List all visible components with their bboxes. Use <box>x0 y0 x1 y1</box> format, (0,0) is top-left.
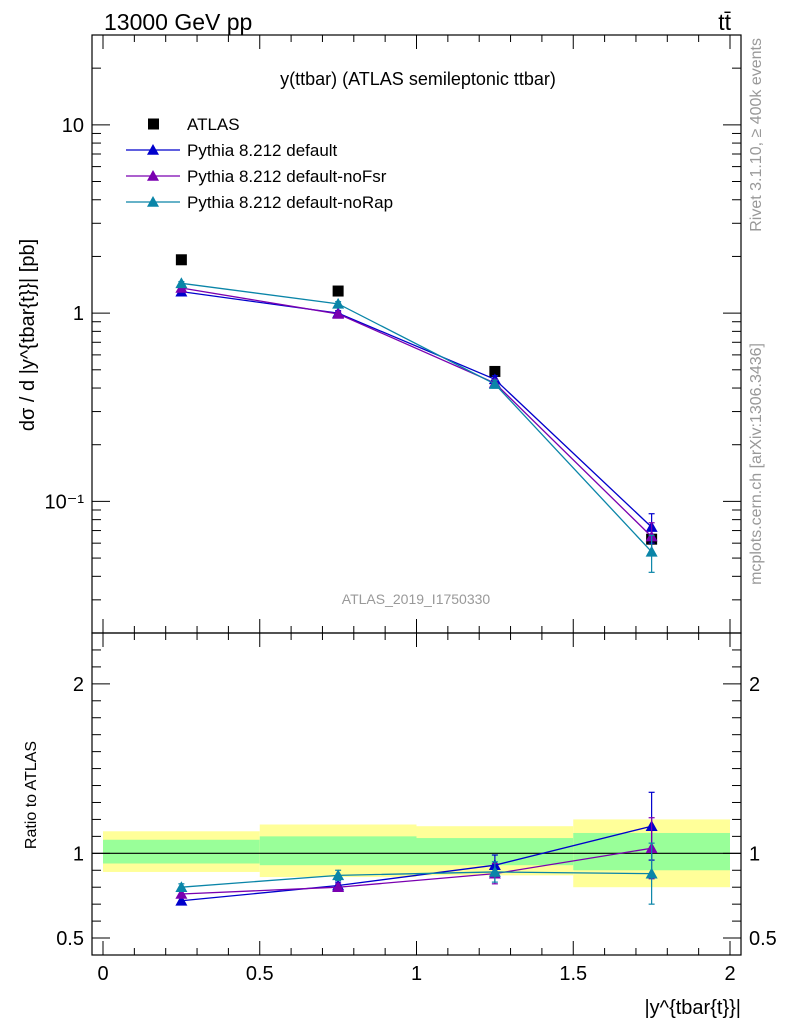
legend-label: Pythia 8.212 default <box>187 141 338 160</box>
ratio-data-point <box>332 881 345 893</box>
atlas-data-point <box>175 254 187 266</box>
mc-data-point <box>175 277 188 289</box>
ratio-line <box>181 847 652 895</box>
plot-title: y(ttbar) (ATLAS semileptonic ttbar) <box>280 69 556 89</box>
ratio-y-tick-label-right: 0.5 <box>749 928 777 950</box>
legend-label: ATLAS <box>187 115 240 134</box>
legend-entry: Pythia 8.212 default-noRap <box>126 193 393 212</box>
ratio-data-point <box>332 869 345 881</box>
legend: ATLAS Pythia 8.212 default Pythia 8.212 de… <box>126 115 393 212</box>
series-atlas <box>175 254 658 545</box>
process-label: tt̄ <box>718 9 731 35</box>
ratio-plot-frame <box>91 632 742 956</box>
legend-entry: ATLAS <box>148 115 240 134</box>
series-noFsr <box>175 281 658 554</box>
series-line <box>181 291 653 528</box>
x-axis-label: |y^{tbar{t}}| <box>644 997 741 1019</box>
main-y-axis-label: dσ / d |y^{tbar{t}}| [pb] <box>17 239 39 431</box>
analysis-watermark: ATLAS_2019_I1750330 <box>342 591 491 607</box>
x-tick-label: 0 <box>97 963 108 985</box>
x-tick-label: 2 <box>724 963 735 985</box>
ratio-series-group <box>175 791 658 906</box>
main-series-group <box>175 254 658 573</box>
legend-marker <box>147 170 159 181</box>
ratio-y-axis-label: Ratio to ATLAS <box>23 741 40 849</box>
legend-marker <box>148 118 159 130</box>
legend-entry: Pythia 8.212 default-noFsr <box>126 167 387 186</box>
legend-label: Pythia 8.212 default-noRap <box>187 193 393 212</box>
ratio-line <box>181 825 652 902</box>
ratio-y-tick-label-left: 1 <box>73 843 84 865</box>
inner-band <box>259 836 417 866</box>
ratio-data-point <box>645 867 658 879</box>
mcplots-label: mcplots.cern.ch [arXiv:1306.3436] <box>748 343 765 585</box>
ratio-data-point <box>175 887 188 899</box>
ratio-data-point <box>175 881 188 893</box>
energy-label: 13000 GeV pp <box>104 9 252 35</box>
mc-data-point <box>645 545 658 557</box>
ratio-axis-ticks <box>92 632 741 956</box>
ratio-y-tick-label-left: 2 <box>73 674 84 696</box>
main-y-tick-label: 1 <box>73 303 84 325</box>
ratio-y-tick-label-left: 0.5 <box>56 928 84 950</box>
x-tick-label: 1.5 <box>559 963 587 985</box>
legend-label: Pythia 8.212 default-noFsr <box>187 167 387 186</box>
main-axis-ticks <box>92 34 741 634</box>
main-plot-panel: 10 1 10⁻¹ y(ttbar) (ATLAS semileptonic ttb… <box>17 34 742 634</box>
ratio-y-tick-label-right: 1 <box>749 843 760 865</box>
series-noRap <box>175 277 658 573</box>
series-line <box>181 287 653 538</box>
inner-band <box>103 839 260 864</box>
x-tick-label: 1 <box>411 963 422 985</box>
atlas-data-point <box>489 365 501 377</box>
ratio-y-tick-label-right: 2 <box>749 674 760 696</box>
mc-data-point <box>332 297 345 309</box>
ratio-series-noRap <box>175 842 658 905</box>
rivet-label: Rivet 3.1.10, ≥ 400k events <box>748 38 765 232</box>
main-y-tick-label: 10 <box>62 115 84 137</box>
legend-marker <box>147 196 159 207</box>
ratio-line <box>181 871 652 888</box>
main-axis-tick-labels: 10 1 10⁻¹ <box>45 115 85 514</box>
main-y-tick-label: 10⁻¹ <box>45 491 85 513</box>
ratio-axis-tick-labels: 0.5 0.5 1 1 2 2 0 0.5 1 1.5 2 <box>56 674 777 985</box>
ratio-plot-panel: 0.5 0.5 1 1 2 2 0 0.5 1 1.5 2 Ratio to ATLAS |y^{t… <box>23 632 777 1019</box>
ratio-data-point <box>175 894 188 906</box>
ratio-data-point <box>488 865 501 877</box>
legend-marker <box>147 144 159 155</box>
mc-data-point <box>332 307 345 319</box>
series-default <box>175 285 658 544</box>
series-line <box>181 282 653 553</box>
x-tick-label: 0.5 <box>246 963 274 985</box>
legend-entry: Pythia 8.212 default <box>126 141 338 160</box>
mc-data-point <box>488 378 501 389</box>
atlas-data-point <box>332 285 344 297</box>
